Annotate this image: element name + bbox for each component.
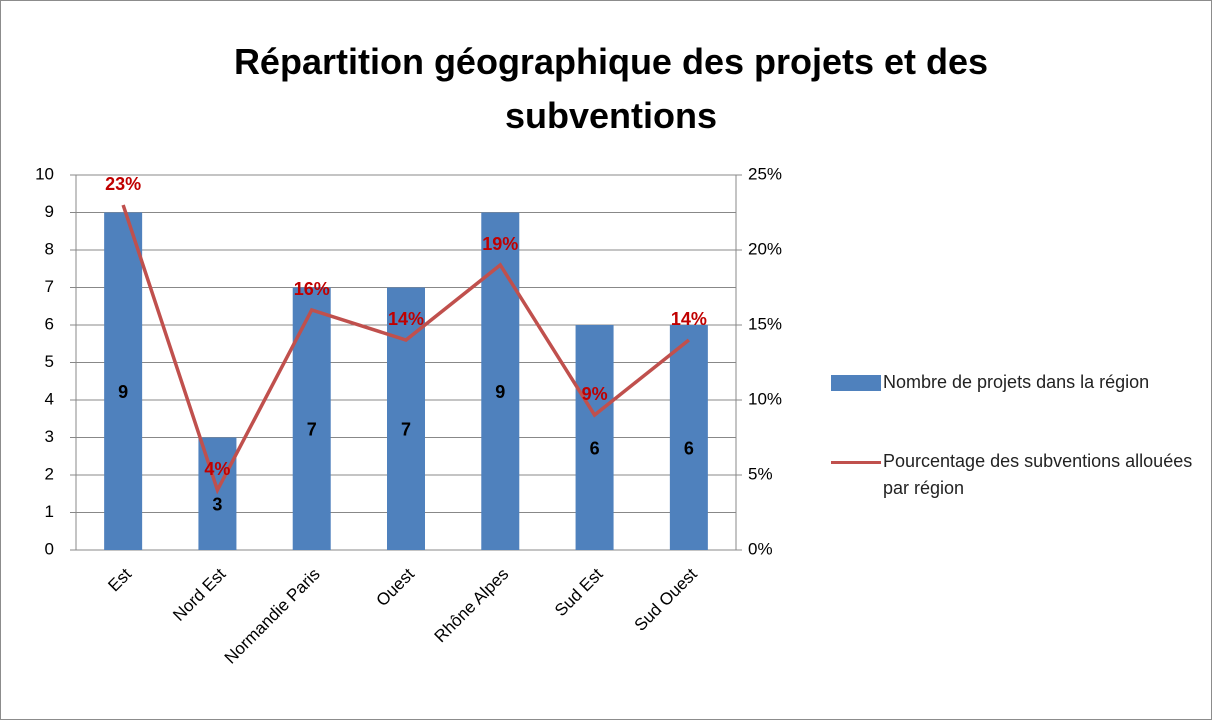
bar-value-label: 9 <box>495 382 505 402</box>
y-tick-label: 5 <box>45 352 54 371</box>
y-tick-label: 9 <box>45 202 54 221</box>
line-value-label: 16% <box>294 279 330 299</box>
bar <box>669 325 708 550</box>
x-tick-label: Est <box>104 564 135 595</box>
line-value-label: 9% <box>582 384 608 404</box>
bar-value-label: 7 <box>401 420 411 440</box>
x-tick-label: Rhône Alpes <box>431 565 513 647</box>
legend-label: Pourcentage des subventions allouées par… <box>883 451 1193 498</box>
bar-value-label: 9 <box>118 382 128 402</box>
x-tick-label: Ouest <box>372 564 418 610</box>
y2-tick-label: 0% <box>748 539 773 558</box>
bar <box>481 212 520 550</box>
y-tick-label: 7 <box>45 277 54 296</box>
legend-swatch-line <box>831 461 881 464</box>
y-tick-label: 0 <box>45 539 54 558</box>
y-tick-label: 4 <box>45 389 54 408</box>
y-tick-label: 2 <box>45 464 54 483</box>
line-value-label: 14% <box>388 309 424 329</box>
y2-tick-label: 10% <box>748 389 782 408</box>
bar-value-label: 3 <box>212 495 222 515</box>
y-tick-label: 3 <box>45 427 54 446</box>
y2-tick-label: 15% <box>748 314 782 333</box>
bar-value-label: 7 <box>307 420 317 440</box>
y-tick-label: 8 <box>45 239 54 258</box>
line <box>121 204 690 495</box>
bar-value-label: 6 <box>684 438 694 458</box>
line-value-label: 19% <box>482 234 518 254</box>
y2-tick-label: 5% <box>748 464 773 483</box>
y-tick-label: 1 <box>45 502 54 521</box>
bar <box>104 212 143 550</box>
line-value-label: 14% <box>671 309 707 329</box>
x-tick-label: Nord Est <box>169 564 229 624</box>
line-value-label: 4% <box>204 459 230 479</box>
y2-tick-label: 25% <box>748 164 782 183</box>
legend-swatch-bar <box>831 375 881 391</box>
x-tick-label: Sud Ouest <box>631 564 701 634</box>
y2-tick-label: 20% <box>748 239 782 258</box>
bar <box>575 325 614 550</box>
line-value-label: 23% <box>105 174 141 194</box>
y-tick-label: 10 <box>35 164 54 183</box>
y-tick-label: 6 <box>45 314 54 333</box>
bar-value-label: 6 <box>590 438 600 458</box>
legend-label: Nombre de projets dans la région <box>883 372 1150 392</box>
x-tick-label: Normandie Paris <box>221 565 324 668</box>
x-tick-label: Sud Est <box>551 564 607 620</box>
chart-title: Répartition géographique des projets et … <box>233 41 989 136</box>
